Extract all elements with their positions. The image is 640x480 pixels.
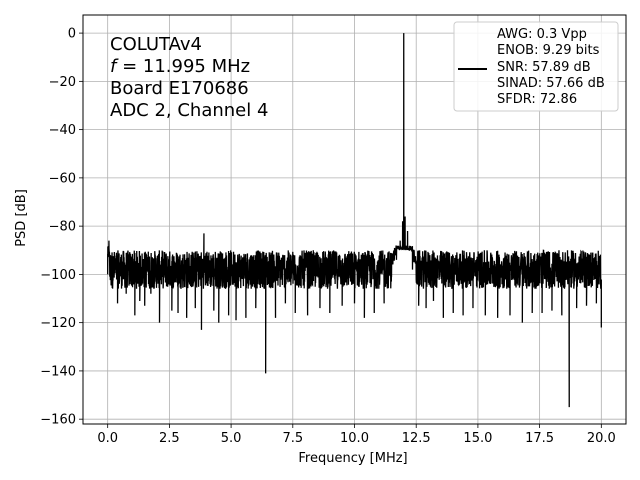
x-tick-label: 15.0: [463, 431, 492, 446]
x-tick-label: 17.5: [525, 431, 554, 446]
plot-frame: [82, 14, 627, 425]
y-tick-label: −60: [49, 171, 76, 186]
x-tick-label: 5.0: [221, 431, 242, 446]
annotation-line-3: Board E170686: [110, 78, 249, 99]
legend: AWG: 0.3 Vpp ENOB: 9.29 bits SNR: 57.89 …: [453, 21, 619, 112]
y-tick-label: 0: [68, 27, 76, 42]
psd-series-line: [107, 33, 602, 408]
y-tick-label: −20: [49, 75, 76, 90]
x-tick-label: 0.0: [97, 431, 118, 446]
x-axis-label: Frequency [MHz]: [298, 451, 407, 466]
x-tick-label: 7.5: [282, 431, 303, 446]
y-tick-label: −80: [49, 220, 76, 235]
legend-line-2: ENOB: 9.29 bits: [497, 43, 600, 58]
annotation-line-1: COLUTAv4: [110, 34, 202, 55]
grid-lines: [83, 15, 626, 424]
legend-box: [453, 21, 619, 112]
annotation-frequency: = 11.995 MHz: [116, 56, 250, 77]
frequency-symbol: f: [110, 56, 119, 77]
annotation-line-2: f = 11.995 MHz: [110, 56, 250, 77]
y-tick-label: −120: [40, 316, 76, 331]
x-tick-label: 2.5: [159, 431, 180, 446]
y-tick-label: −140: [40, 364, 76, 379]
legend-line-1: AWG: 0.3 Vpp: [497, 27, 587, 42]
y-axis-label: PSD [dB]: [14, 189, 29, 247]
y-tick-label: −160: [40, 413, 76, 428]
y-tick-label: −40: [49, 123, 76, 138]
annotation-text: COLUTAv4 f = 11.995 MHz Board E170686 AD…: [110, 34, 268, 121]
annotation-line-4: ADC 2, Channel 4: [110, 100, 268, 121]
y-tick-label: −100: [40, 268, 76, 283]
x-tick-label: 10.0: [340, 431, 369, 446]
legend-line-4: SINAD: 57.66 dB: [497, 76, 605, 91]
legend-line-3: SNR: 57.89 dB: [497, 60, 591, 75]
legend-line-5: SFDR: 72.86: [497, 92, 577, 107]
x-tick-label: 12.5: [402, 431, 431, 446]
x-tick-label: 20.0: [587, 431, 616, 446]
axis-ticks: 0.0 2.5 5.0 7.5 10.0 12.5 15.0 17.5 20.0 0 −20 −40 −…: [40, 27, 616, 446]
